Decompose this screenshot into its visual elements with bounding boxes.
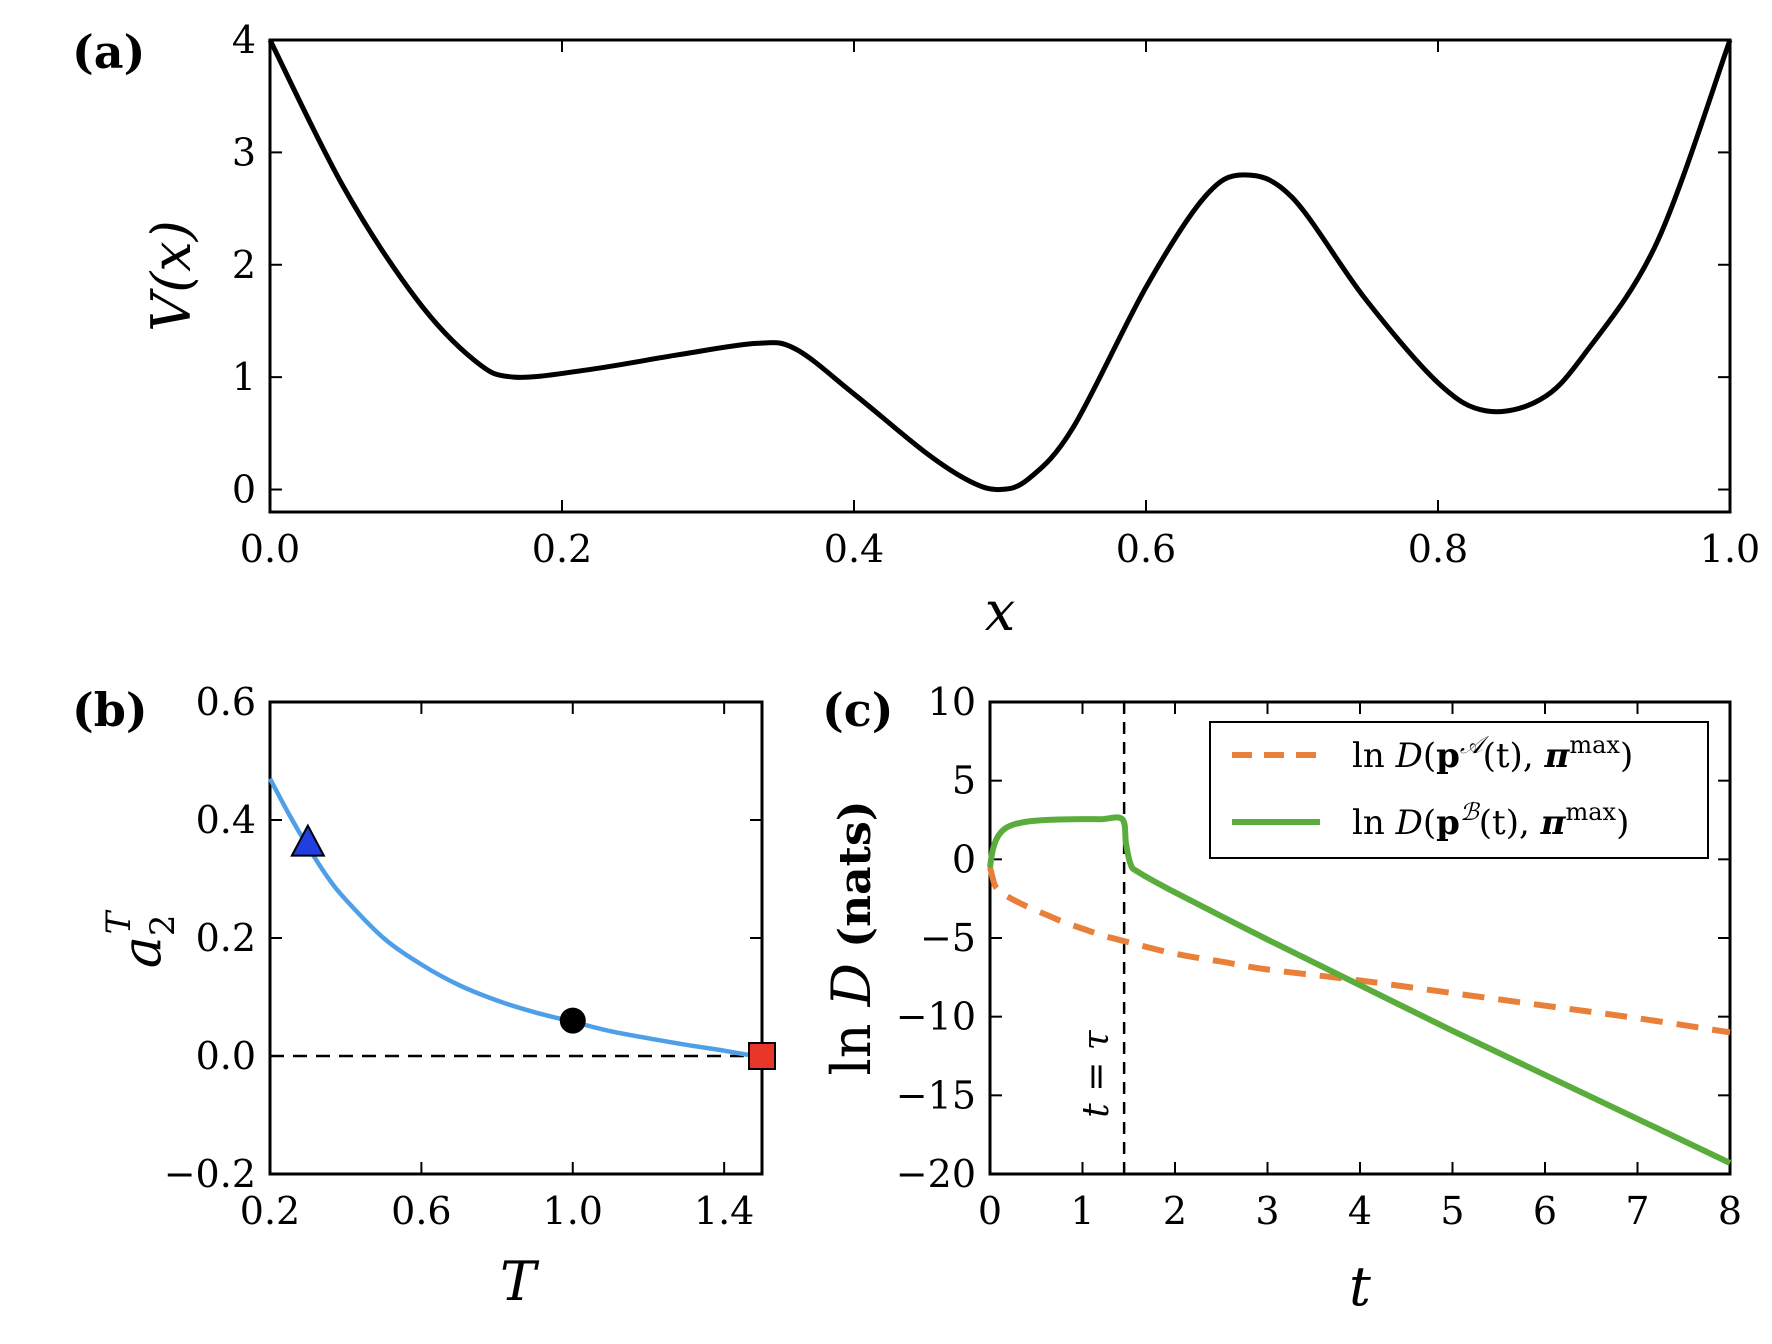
panel-b-label: (b) (72, 683, 148, 737)
panel-a-label: (a) (72, 25, 145, 79)
panel-b-ytick-label: −0.2 (164, 1152, 256, 1196)
panel-c-label: (c) (822, 683, 894, 737)
panel-b-frame (268, 700, 764, 1176)
panel-c-xtick-label: 1 (1070, 1189, 1094, 1233)
panel-c-ylabel-D: D (820, 963, 883, 1007)
panel-c-ytick-label: −10 (896, 995, 976, 1039)
square-marker (748, 1042, 776, 1070)
panel-c-ytick-label: 10 (928, 680, 976, 724)
panel-c-ytick-label: −20 (896, 1152, 976, 1196)
legend-B-pi: π (1540, 803, 1567, 843)
panel-a-ylabel-V: V (140, 288, 203, 332)
panel-c-ylabel: ln D (nats) (820, 800, 883, 1075)
legend-B-max: max (1565, 798, 1616, 826)
legend-A-D: D (1395, 736, 1423, 776)
series-B-line (987, 814, 1732, 1166)
panel-a-ylabel: V(x) (140, 220, 203, 332)
panel-b-ytick-label: 0.0 (196, 1034, 256, 1078)
series-A-line (987, 866, 1731, 1036)
panel-c-xtick-label: 8 (1718, 1189, 1742, 1233)
legend-A-p: p (1436, 736, 1460, 776)
panel-c-ylabel-ln: ln (820, 1006, 883, 1075)
legend-B-D: D (1395, 803, 1423, 843)
panel-c-xtick-label: 0 (978, 1189, 1002, 1233)
panel-b-markers (290, 823, 776, 1070)
panel-b-ytick-label: 0.4 (196, 798, 256, 842)
panel-c-ytick-label: −5 (920, 916, 976, 960)
legend-B-close: ) (1616, 803, 1629, 843)
circle-marker (559, 1007, 586, 1034)
legend: ln D(p𝒜(t), πmax) ln D(pℬ(t), πmax) (1209, 721, 1709, 859)
legend-B-open: ( (1423, 803, 1436, 843)
panel-b-ytick-label: 0.6 (196, 680, 256, 724)
panel-b-ticks: 0.2 0.6 1.0 1.4 −0.2 0.0 0.2 0.4 0.6 (164, 680, 762, 1233)
panel-b-xtick-label: 1.4 (694, 1189, 754, 1233)
panel-a-ytick-label: 0 (232, 468, 256, 512)
panel-a-xtick-label: 0.4 (824, 527, 884, 571)
panel-a-ticks: 0.0 0.2 0.4 0.6 0.8 1.0 0 1 2 3 4 (232, 18, 1760, 571)
potential-curve (267, 38, 1733, 493)
panel-c-xtick-label: 7 (1625, 1189, 1649, 1233)
panel-c-xtick-label: 6 (1533, 1189, 1557, 1233)
panel-b-xtick-label: 0.2 (240, 1189, 300, 1233)
legend-A-close: ) (1620, 736, 1633, 776)
panel-b-ytick-label: 0.2 (196, 916, 256, 960)
panel-c-xtick-label: 2 (1163, 1189, 1187, 1233)
panel-b-ylabel-sub: 2 (143, 914, 183, 936)
panel-c-ytick-label: 0 (952, 837, 976, 881)
panel-c-ytick-label: 5 (952, 759, 976, 803)
panel-a-xtick-label: 0.6 (1116, 527, 1176, 571)
legend-A-max: max (1569, 731, 1620, 759)
panel-c-xtick-label: 4 (1348, 1189, 1372, 1233)
panel-b-xtick-label: 0.6 (391, 1189, 451, 1233)
panel-a-potential: (a) 0.0 0.2 0.4 0.6 0.8 1.0 0 1 2 3 4 x V(x) (72, 18, 1760, 643)
panel-a-ytick-label: 1 (232, 355, 256, 399)
panel-c-ylabel-units: (nats) (830, 800, 881, 963)
legend-A-pi: π (1543, 736, 1570, 776)
panel-a-xlabel: x (985, 580, 1015, 643)
legend-B-ln: ln (1352, 803, 1396, 843)
panel-a-frame (268, 38, 1732, 514)
legend-A-t: (t), (1483, 736, 1545, 776)
panel-a-ylabel-arg: (x) (140, 220, 203, 293)
legend-A-ln: ln (1352, 736, 1396, 776)
panel-c-xtick-label: 3 (1255, 1189, 1279, 1233)
panel-c-ticks: 0 1 2 3 4 5 6 7 8 −20 −15 −10 −5 0 5 10 (896, 680, 1742, 1233)
panel-a-xtick-label: 0.0 (240, 527, 300, 571)
legend-entry-A: ln D(p𝒜(t), πmax) (1352, 731, 1633, 776)
panel-a-ytick-label: 2 (232, 243, 256, 287)
panel-a-ytick-label: 4 (232, 18, 256, 62)
panel-c-xlabel: t (1349, 1255, 1371, 1318)
triangle-marker (290, 823, 326, 857)
panel-a-xtick-label: 1.0 (1700, 527, 1760, 571)
panel-b-xlabel: T (500, 1250, 540, 1313)
a2-curve (268, 777, 755, 1059)
legend-A-open: ( (1423, 736, 1436, 776)
legend-B-t: (t), (1479, 803, 1541, 843)
panel-a-xtick-label: 0.8 (1408, 527, 1468, 571)
tau-label: t = τ (1076, 1029, 1117, 1118)
panel-b-coefficient: (b) 0.2 0.6 1.0 1.4−0.20.00.20.40.6 T a2T (72, 680, 776, 1313)
panel-b-ylabel-sup: T (99, 909, 139, 934)
panel-b-ylabel-a: a (110, 936, 173, 968)
panel-a-xtick-label: 0.2 (532, 527, 592, 571)
legend-B-p: p (1436, 803, 1460, 843)
panel-b-xtick-label: 1.0 (543, 1189, 603, 1233)
panel-c-divergence: (c) 0 1 2 3 4 5 6 7 8 −20 −15 −10 −5 0 5 10 t = τ t ln … (820, 680, 1742, 1318)
legend-box (1209, 721, 1709, 859)
legend-entry-B: ln D(pℬ(t), πmax) (1352, 798, 1629, 843)
legend-B-sup: ℬ (1460, 798, 1481, 826)
panel-a-ytick-label: 3 (232, 130, 256, 174)
panel-c-ytick-label: −15 (896, 1073, 976, 1117)
panel-c-xtick-label: 5 (1440, 1189, 1464, 1233)
panel-b-ylabel: a2T (99, 909, 183, 968)
